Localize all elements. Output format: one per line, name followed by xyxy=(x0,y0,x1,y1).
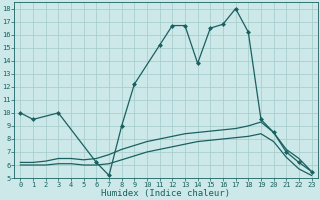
X-axis label: Humidex (Indice chaleur): Humidex (Indice chaleur) xyxy=(101,189,230,198)
